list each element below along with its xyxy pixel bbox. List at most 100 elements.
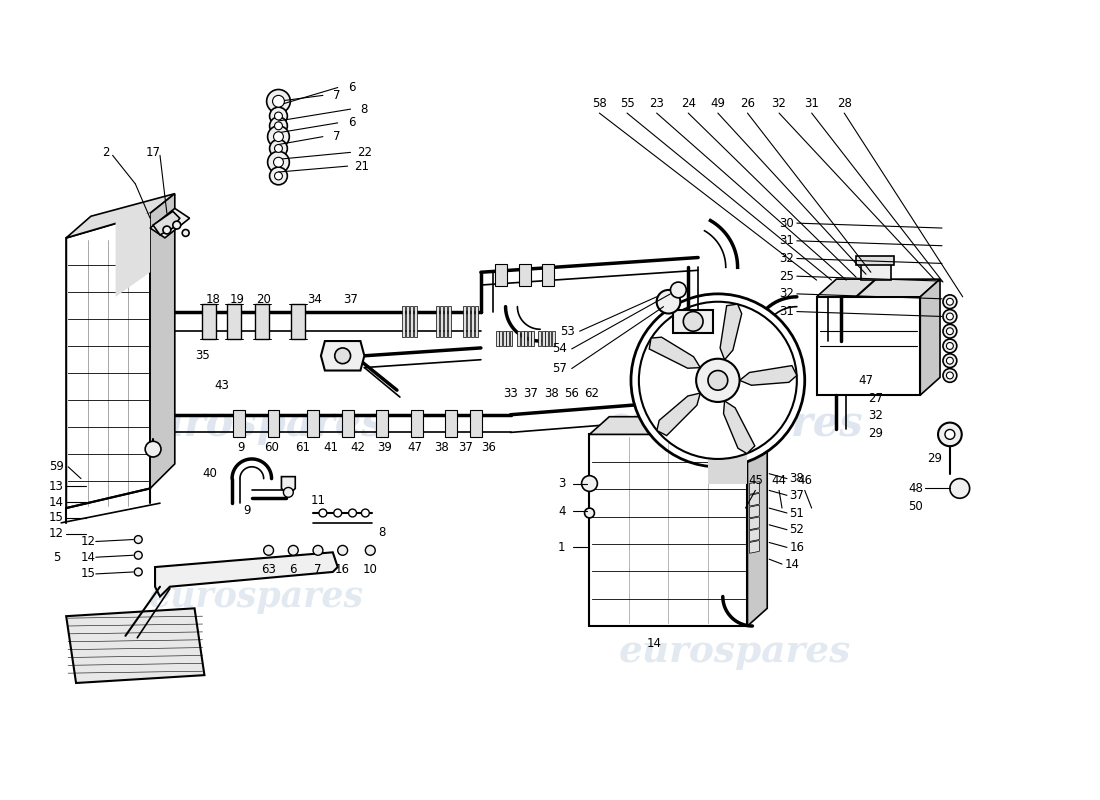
Text: 8: 8 [361,102,368,116]
Text: 47: 47 [407,441,422,454]
Circle shape [946,358,954,364]
Text: 14: 14 [80,550,96,564]
Text: eurospares: eurospares [128,402,386,445]
Polygon shape [649,337,701,368]
Circle shape [708,370,728,390]
Text: 26: 26 [740,97,755,110]
Polygon shape [227,304,241,339]
Circle shape [264,546,274,555]
Text: 37: 37 [790,489,804,502]
Text: 31: 31 [780,234,794,247]
Polygon shape [470,410,482,438]
Circle shape [696,358,739,402]
Polygon shape [414,306,417,337]
Polygon shape [816,279,940,297]
Text: 27: 27 [868,391,883,405]
Text: 12: 12 [48,527,64,540]
Polygon shape [449,306,451,337]
Polygon shape [307,410,319,438]
Text: 30: 30 [780,217,794,230]
Circle shape [266,90,290,113]
Polygon shape [153,211,179,235]
Circle shape [943,354,957,367]
Text: 46: 46 [798,474,812,487]
Circle shape [270,107,287,125]
Circle shape [134,551,142,559]
Text: 16: 16 [790,541,804,554]
Text: 38: 38 [434,441,449,454]
Circle shape [134,536,142,543]
Polygon shape [410,410,422,438]
Text: 40: 40 [202,467,217,480]
Text: 7: 7 [333,130,341,143]
Polygon shape [590,417,767,434]
Circle shape [943,310,957,323]
Circle shape [943,324,957,338]
Text: 13: 13 [48,480,64,493]
Text: eurospares: eurospares [618,633,850,670]
Circle shape [338,546,348,555]
Text: 60: 60 [264,441,279,454]
Text: 12: 12 [80,535,96,548]
Text: 34: 34 [308,294,322,306]
Polygon shape [150,194,175,489]
Polygon shape [496,331,498,346]
Circle shape [362,509,370,517]
Circle shape [267,151,289,173]
Text: 32: 32 [780,252,794,265]
Circle shape [943,295,957,309]
Text: 10: 10 [363,562,377,575]
Circle shape [945,430,955,439]
Text: 15: 15 [80,567,96,581]
Text: 48: 48 [908,482,923,495]
Text: 32: 32 [868,410,883,422]
Circle shape [267,126,289,147]
Polygon shape [749,517,759,530]
Text: 50: 50 [908,500,923,513]
Text: 36: 36 [482,441,496,454]
Circle shape [938,422,961,446]
Polygon shape [517,331,520,346]
Circle shape [365,546,375,555]
Circle shape [288,546,298,555]
Text: 19: 19 [230,294,244,306]
Text: 7: 7 [333,89,341,102]
Polygon shape [150,208,189,238]
Polygon shape [376,410,388,438]
Polygon shape [921,279,940,395]
Polygon shape [437,306,439,337]
Text: 23: 23 [649,97,664,110]
Polygon shape [749,505,759,518]
Polygon shape [749,494,759,506]
Polygon shape [463,306,466,337]
Text: 38: 38 [790,472,804,485]
Polygon shape [267,410,279,438]
Text: 52: 52 [790,523,804,536]
Circle shape [270,167,287,185]
Text: 3: 3 [558,477,565,490]
Text: 14: 14 [48,496,64,509]
Text: 6: 6 [289,562,297,575]
Polygon shape [402,306,405,337]
Text: 39: 39 [377,441,393,454]
Circle shape [173,221,180,229]
Polygon shape [657,393,701,435]
Polygon shape [519,264,531,286]
Polygon shape [155,552,338,597]
Polygon shape [66,214,150,508]
Circle shape [275,112,283,120]
Text: 29: 29 [868,427,883,440]
Text: 57: 57 [552,362,568,375]
Polygon shape [233,410,245,438]
Circle shape [631,294,805,467]
Circle shape [183,230,189,236]
Text: 14: 14 [646,637,661,650]
Circle shape [946,328,954,334]
Circle shape [314,546,323,555]
Polygon shape [468,306,470,337]
Text: 7: 7 [315,562,321,575]
Text: 55: 55 [619,97,635,110]
Circle shape [943,369,957,382]
Circle shape [946,298,954,305]
Circle shape [671,282,686,298]
